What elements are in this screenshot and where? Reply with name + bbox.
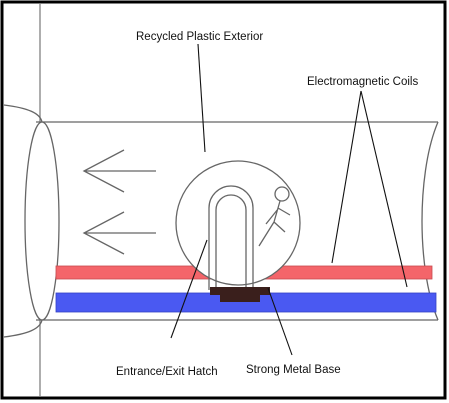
stick-figure-head (274, 186, 290, 202)
pod-exterior (175, 160, 301, 286)
exterior-leader (197, 43, 206, 153)
metal-base-top (210, 287, 270, 295)
tube (36, 121, 438, 321)
label-entrance-exit-hatch: Entrance/Exit Hatch (116, 366, 218, 378)
leader-lines (170, 43, 408, 356)
arrow-left-icon-lower (82, 211, 156, 255)
label-electromagnetic-coils: Electromagnetic Coils (307, 76, 418, 88)
tube-left-opening (24, 121, 60, 321)
hatch-outer (208, 185, 254, 290)
hatch-inner (215, 194, 247, 290)
base-leader (267, 287, 293, 356)
coils-leader-left (331, 90, 362, 264)
stick-figure-body (258, 200, 291, 247)
arrow-left-icon-upper (82, 149, 156, 193)
arrow-left-icon (82, 149, 156, 255)
metal-base-bottom (220, 294, 260, 302)
coils-leader-right (360, 90, 408, 288)
stick-figure-icon (258, 186, 291, 247)
hatch-leader (170, 239, 208, 339)
tube-right-opening (421, 121, 439, 321)
tube-left-flange (3, 104, 43, 338)
label-strong-metal-base: Strong Metal Base (246, 364, 341, 376)
label-recycled-plastic-exterior: Recycled Plastic Exterior (136, 31, 263, 43)
